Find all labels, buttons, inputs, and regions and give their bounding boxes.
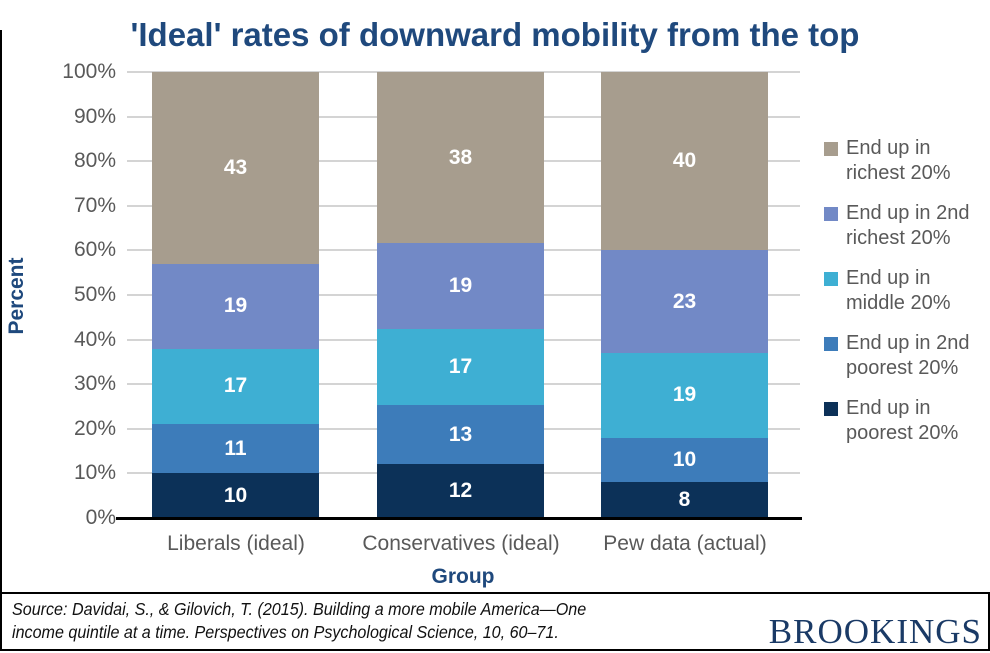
bar-value-label: 38 <box>448 145 473 169</box>
bar-value-label: 12 <box>448 478 473 502</box>
legend-swatch <box>824 337 838 351</box>
brookings-logo: BROOKINGS <box>768 612 982 651</box>
y-tick-label: 0% <box>85 506 116 529</box>
bar-segment: 13 <box>377 405 544 464</box>
bar-value-label: 40 <box>672 149 697 173</box>
bar-value-label: 10 <box>672 448 697 472</box>
bar-segment: 19 <box>377 243 544 329</box>
bar-value-label: 19 <box>448 274 473 297</box>
bar-segment: 12 <box>377 463 544 518</box>
legend-item: End up in richest 20% <box>824 136 990 186</box>
bar-value-label: 23 <box>672 289 697 313</box>
legend-label: poorest 20% <box>846 357 959 379</box>
bar-segment: 23 <box>601 250 768 353</box>
legend-label: End up in 2nd <box>846 202 970 224</box>
bar-column: 8 10 19 23 40 <box>601 72 768 518</box>
legend-label: End up in <box>846 397 931 419</box>
y-tick-label: 60% <box>73 238 116 262</box>
y-tick-label: 20% <box>73 416 116 440</box>
bar-segment: 17 <box>152 348 319 425</box>
bar-column: 12 13 17 19 38 <box>377 72 544 518</box>
legend-label: richest 20% <box>846 227 951 249</box>
source-text: Source: Davidai, S., & Gilovich, T. (201… <box>12 598 586 644</box>
bar-segment: 10 <box>601 437 768 483</box>
legend-item: End up in middle 20% <box>824 266 990 316</box>
y-tick-label: 50% <box>73 283 116 306</box>
bar-value-label: 43 <box>223 155 248 179</box>
legend-swatch <box>824 207 838 221</box>
y-tick-label: 80% <box>73 149 116 173</box>
y-tick-label: 90% <box>73 104 116 128</box>
y-tick-label: 100% <box>62 60 116 83</box>
legend-swatch <box>824 272 838 286</box>
y-tick-label: 30% <box>73 372 116 396</box>
source-line-2: income quintile at a time. Perspectives … <box>12 622 559 642</box>
bar-column: 10 11 17 19 43 <box>152 72 319 518</box>
bar-value-label: 10 <box>223 483 248 507</box>
legend-item: End up in 2nd richest 20% <box>824 201 990 251</box>
plot-area: 10 11 17 19 43 12 13 17 19 38 8 10 19 23 40 <box>127 71 800 518</box>
legend-label: middle 20% <box>846 292 951 314</box>
legend-item: End up in poorest 20% <box>824 396 990 446</box>
bar-value-label: 13 <box>448 422 473 446</box>
legend-label: End up in <box>846 137 931 159</box>
legend-label: End up in <box>846 267 931 289</box>
legend: End up in richest 20% End up in 2nd richest… <box>824 136 990 461</box>
legend-swatch <box>824 142 838 156</box>
y-tick-label: 70% <box>73 193 116 217</box>
x-axis-label: Group <box>431 565 495 588</box>
bar-segment: 38 <box>377 72 544 244</box>
bar-segment: 19 <box>152 263 319 349</box>
left-border-rule <box>0 30 2 592</box>
bar-value-label: 8 <box>678 488 691 512</box>
x-axis-line <box>116 517 802 520</box>
bar-value-label: 19 <box>672 383 697 407</box>
bar-value-label: 17 <box>448 355 473 379</box>
y-tick-label: 40% <box>73 327 116 351</box>
legend-label: richest 20% <box>846 162 951 184</box>
y-tick-label: 10% <box>73 461 116 485</box>
source-line-1: Source: Davidai, S., & Gilovich, T. (201… <box>12 599 587 619</box>
legend-label: End up in 2nd <box>846 332 970 354</box>
legend-item: End up in 2nd poorest 20% <box>824 331 990 381</box>
bar-segment: 19 <box>601 353 768 438</box>
bar-value-label: 11 <box>224 436 247 460</box>
legend-swatch <box>824 402 838 416</box>
bar-value-label: 19 <box>223 294 248 318</box>
x-tick-label: Conservatives (ideal) <box>362 532 560 555</box>
legend-label: poorest 20% <box>846 422 959 444</box>
chart-title: 'Ideal' rates of downward mobility from … <box>130 16 860 53</box>
gridline <box>127 71 800 73</box>
bar-segment: 8 <box>601 482 768 518</box>
bar-segment: 43 <box>152 72 319 264</box>
y-axis-label: Percent <box>5 257 28 335</box>
bar-segment: 10 <box>152 473 319 518</box>
bar-segment: 40 <box>601 72 768 251</box>
bar-segment: 17 <box>377 328 544 406</box>
bar-value-label: 17 <box>223 374 248 398</box>
footer-box: Source: Davidai, S., & Gilovich, T. (201… <box>0 592 990 651</box>
y-axis-ticks: 100% 90% 80% 70% 60% 50% 40% 30% 20% 10% 0% <box>40 0 116 653</box>
bar-segment: 11 <box>152 424 319 474</box>
x-tick-label: Pew data (actual) <box>603 532 767 555</box>
x-tick-label: Liberals (ideal) <box>167 532 305 555</box>
